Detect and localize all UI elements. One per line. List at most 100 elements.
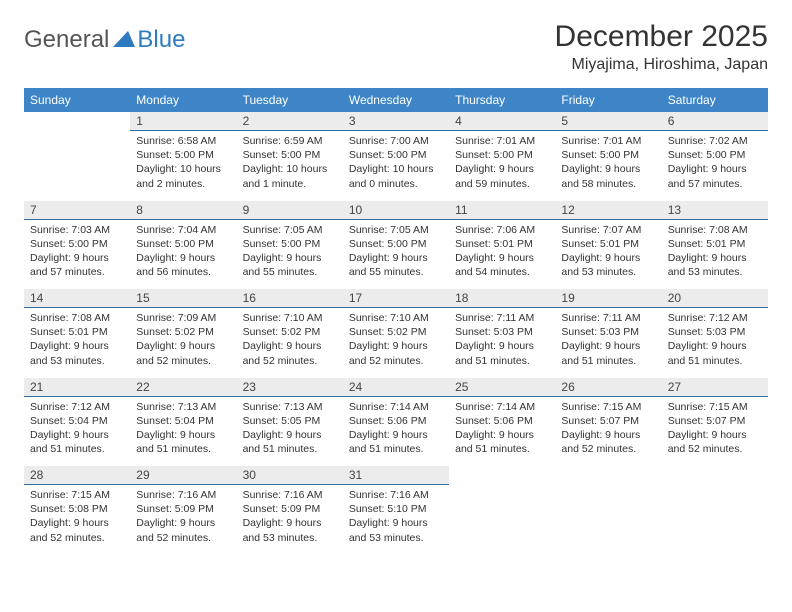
day-body-cell: Sunrise: 7:07 AMSunset: 5:01 PMDaylight:…	[555, 219, 661, 289]
day-number-cell: 21	[24, 378, 130, 397]
sunrise-line: Sunrise: 6:59 AM	[243, 134, 337, 148]
sunrise-line: Sunrise: 7:12 AM	[30, 400, 124, 414]
day-body-cell: Sunrise: 7:16 AMSunset: 5:09 PMDaylight:…	[237, 485, 343, 555]
daylight-line: Daylight: 9 hours and 53 minutes.	[668, 251, 762, 279]
sunrise-line: Sunrise: 7:13 AM	[136, 400, 230, 414]
day-body-cell: Sunrise: 7:09 AMSunset: 5:02 PMDaylight:…	[130, 308, 236, 378]
daylight-line: Daylight: 9 hours and 57 minutes.	[668, 162, 762, 190]
day-number-row: 28293031	[24, 466, 768, 485]
day-body-cell: Sunrise: 7:01 AMSunset: 5:00 PMDaylight:…	[555, 131, 661, 201]
daylight-line: Daylight: 9 hours and 52 minutes.	[561, 428, 655, 456]
sunset-line: Sunset: 5:03 PM	[668, 325, 762, 339]
day-number-cell	[555, 466, 661, 485]
sunset-line: Sunset: 5:09 PM	[243, 502, 337, 516]
day-body-cell: Sunrise: 7:00 AMSunset: 5:00 PMDaylight:…	[343, 131, 449, 201]
sunset-line: Sunset: 5:02 PM	[349, 325, 443, 339]
day-body-cell: Sunrise: 7:16 AMSunset: 5:10 PMDaylight:…	[343, 485, 449, 555]
day-header: Sunday	[24, 88, 130, 112]
sunrise-line: Sunrise: 7:15 AM	[668, 400, 762, 414]
day-number-cell: 14	[24, 289, 130, 308]
day-body-cell: Sunrise: 7:05 AMSunset: 5:00 PMDaylight:…	[343, 219, 449, 289]
sunset-line: Sunset: 5:01 PM	[455, 237, 549, 251]
day-body-cell	[24, 131, 130, 201]
calendar-body: 123456 Sunrise: 6:58 AM Sunset: 5:00 PM Day…	[24, 112, 768, 555]
sunrise-line: Sunrise: 7:11 AM	[455, 311, 549, 325]
sunrise-line: Sunrise: 7:05 AM	[349, 223, 443, 237]
day-body-cell	[555, 485, 661, 555]
day-body-cell: Sunrise: 7:15 AMSunset: 5:07 PMDaylight:…	[555, 396, 661, 466]
day-number-cell: 11	[449, 201, 555, 220]
sunset-line: Sunset: 5:00 PM	[561, 148, 655, 162]
day-body-cell: Sunrise: 6:59 AMSunset: 5:00 PMDaylight:…	[237, 131, 343, 201]
logo-triangle-icon	[113, 29, 135, 47]
day-number-cell: 4	[449, 112, 555, 131]
day-body-cell: Sunrise: 7:13 AMSunset: 5:05 PMDaylight:…	[237, 396, 343, 466]
header: General Blue December 2025 Miyajima, Hir…	[24, 20, 768, 74]
sunrise-line: Sunrise: 7:10 AM	[243, 311, 337, 325]
day-body-row: Sunrise: 6:58 AM Sunset: 5:00 PM Daylight:…	[24, 131, 768, 201]
sunrise-line: Sunrise: 6:58 AM	[136, 134, 230, 148]
day-number-cell: 10	[343, 201, 449, 220]
daylight-line: Daylight: 9 hours and 55 minutes.	[243, 251, 337, 279]
day-body-cell: Sunrise: 7:15 AMSunset: 5:07 PMDaylight:…	[662, 396, 768, 466]
sunset-line: Sunset: 5:01 PM	[561, 237, 655, 251]
day-body-cell: Sunrise: 7:10 AMSunset: 5:02 PMDaylight:…	[343, 308, 449, 378]
daylight-line: Daylight: 9 hours and 52 minutes.	[30, 516, 124, 544]
daylight-line: Daylight: 9 hours and 51 minutes.	[243, 428, 337, 456]
day-body-cell: Sunrise: 7:15 AMSunset: 5:08 PMDaylight:…	[24, 485, 130, 555]
day-body-row: Sunrise: 7:03 AMSunset: 5:00 PM Daylight:…	[24, 219, 768, 289]
day-header: Tuesday	[237, 88, 343, 112]
day-number-cell: 20	[662, 289, 768, 308]
day-body-cell: Sunrise: 7:16 AMSunset: 5:09 PMDaylight:…	[130, 485, 236, 555]
day-body-cell: Sunrise: 7:14 AMSunset: 5:06 PMDaylight:…	[449, 396, 555, 466]
day-number-cell: 24	[343, 378, 449, 397]
sunrise-line: Sunrise: 7:04 AM	[136, 223, 230, 237]
daylight-line: Daylight: 9 hours and 51 minutes.	[349, 428, 443, 456]
sunset-line: Sunset: 5:06 PM	[455, 414, 549, 428]
sunset-line: Sunset: 5:00 PM	[30, 237, 124, 251]
day-body-cell: Sunrise: 7:11 AMSunset: 5:03 PMDaylight:…	[449, 308, 555, 378]
daylight-line: Daylight: 10 hours and 0 minutes.	[349, 162, 443, 190]
daylight-line: Daylight: 9 hours and 54 minutes.	[455, 251, 549, 279]
day-number-cell: 1	[130, 112, 236, 131]
sunrise-line: Sunrise: 7:10 AM	[349, 311, 443, 325]
sunrise-line: Sunrise: 7:11 AM	[561, 311, 655, 325]
daylight-line: Daylight: 9 hours and 52 minutes.	[136, 516, 230, 544]
day-number-cell: 17	[343, 289, 449, 308]
calendar-head: SundayMondayTuesdayWednesdayThursdayFrid…	[24, 88, 768, 112]
day-body-cell: Sunrise: 7:08 AMSunset: 5:01 PMDaylight:…	[662, 219, 768, 289]
sunrise-line: Sunrise: 7:14 AM	[455, 400, 549, 414]
sunset-line: Sunset: 5:03 PM	[561, 325, 655, 339]
daylight-line: Daylight: 9 hours and 51 minutes.	[30, 428, 124, 456]
day-body-cell: Sunrise: 7:01 AMSunset: 5:00 PMDaylight:…	[449, 131, 555, 201]
sunset-line: Sunset: 5:00 PM	[455, 148, 549, 162]
sunset-line: Sunset: 5:02 PM	[136, 325, 230, 339]
daylight-line: Daylight: 9 hours and 53 minutes.	[561, 251, 655, 279]
daylight-line: Daylight: 10 hours and 2 minutes.	[136, 162, 230, 190]
day-number-cell: 13	[662, 201, 768, 220]
daylight-line: Daylight: 9 hours and 56 minutes.	[136, 251, 230, 279]
sunrise-line: Sunrise: 7:08 AM	[30, 311, 124, 325]
sunrise-line: Sunrise: 7:02 AM	[668, 134, 762, 148]
day-number-cell: 12	[555, 201, 661, 220]
day-number-cell: 28	[24, 466, 130, 485]
sunrise-line: Sunrise: 7:03 AM	[30, 223, 124, 237]
day-number-cell: 5	[555, 112, 661, 131]
day-body-cell: Sunrise: 7:06 AMSunset: 5:01 PMDaylight:…	[449, 219, 555, 289]
logo: General Blue	[24, 26, 185, 54]
sunrise-line: Sunrise: 7:01 AM	[561, 134, 655, 148]
sunrise-line: Sunrise: 7:14 AM	[349, 400, 443, 414]
daylight-line: Daylight: 9 hours and 51 minutes.	[561, 339, 655, 367]
day-body-cell: Sunrise: 7:03 AMSunset: 5:00 PMDaylight:…	[24, 219, 130, 289]
day-number-row: 123456	[24, 112, 768, 131]
logo-text-blue: Blue	[137, 26, 185, 54]
day-body-cell: Sunrise: 7:13 AMSunset: 5:04 PMDaylight:…	[130, 396, 236, 466]
day-body-row: Sunrise: 7:12 AMSunset: 5:04 PMDaylight:…	[24, 396, 768, 466]
sunset-line: Sunset: 5:08 PM	[30, 502, 124, 516]
title-block: December 2025 Miyajima, Hiroshima, Japan	[555, 20, 768, 74]
day-header: Monday	[130, 88, 236, 112]
day-number-cell	[24, 112, 130, 131]
sunrise-line: Sunrise: 7:16 AM	[243, 488, 337, 502]
sunrise-line: Sunrise: 7:12 AM	[668, 311, 762, 325]
day-header: Wednesday	[343, 88, 449, 112]
